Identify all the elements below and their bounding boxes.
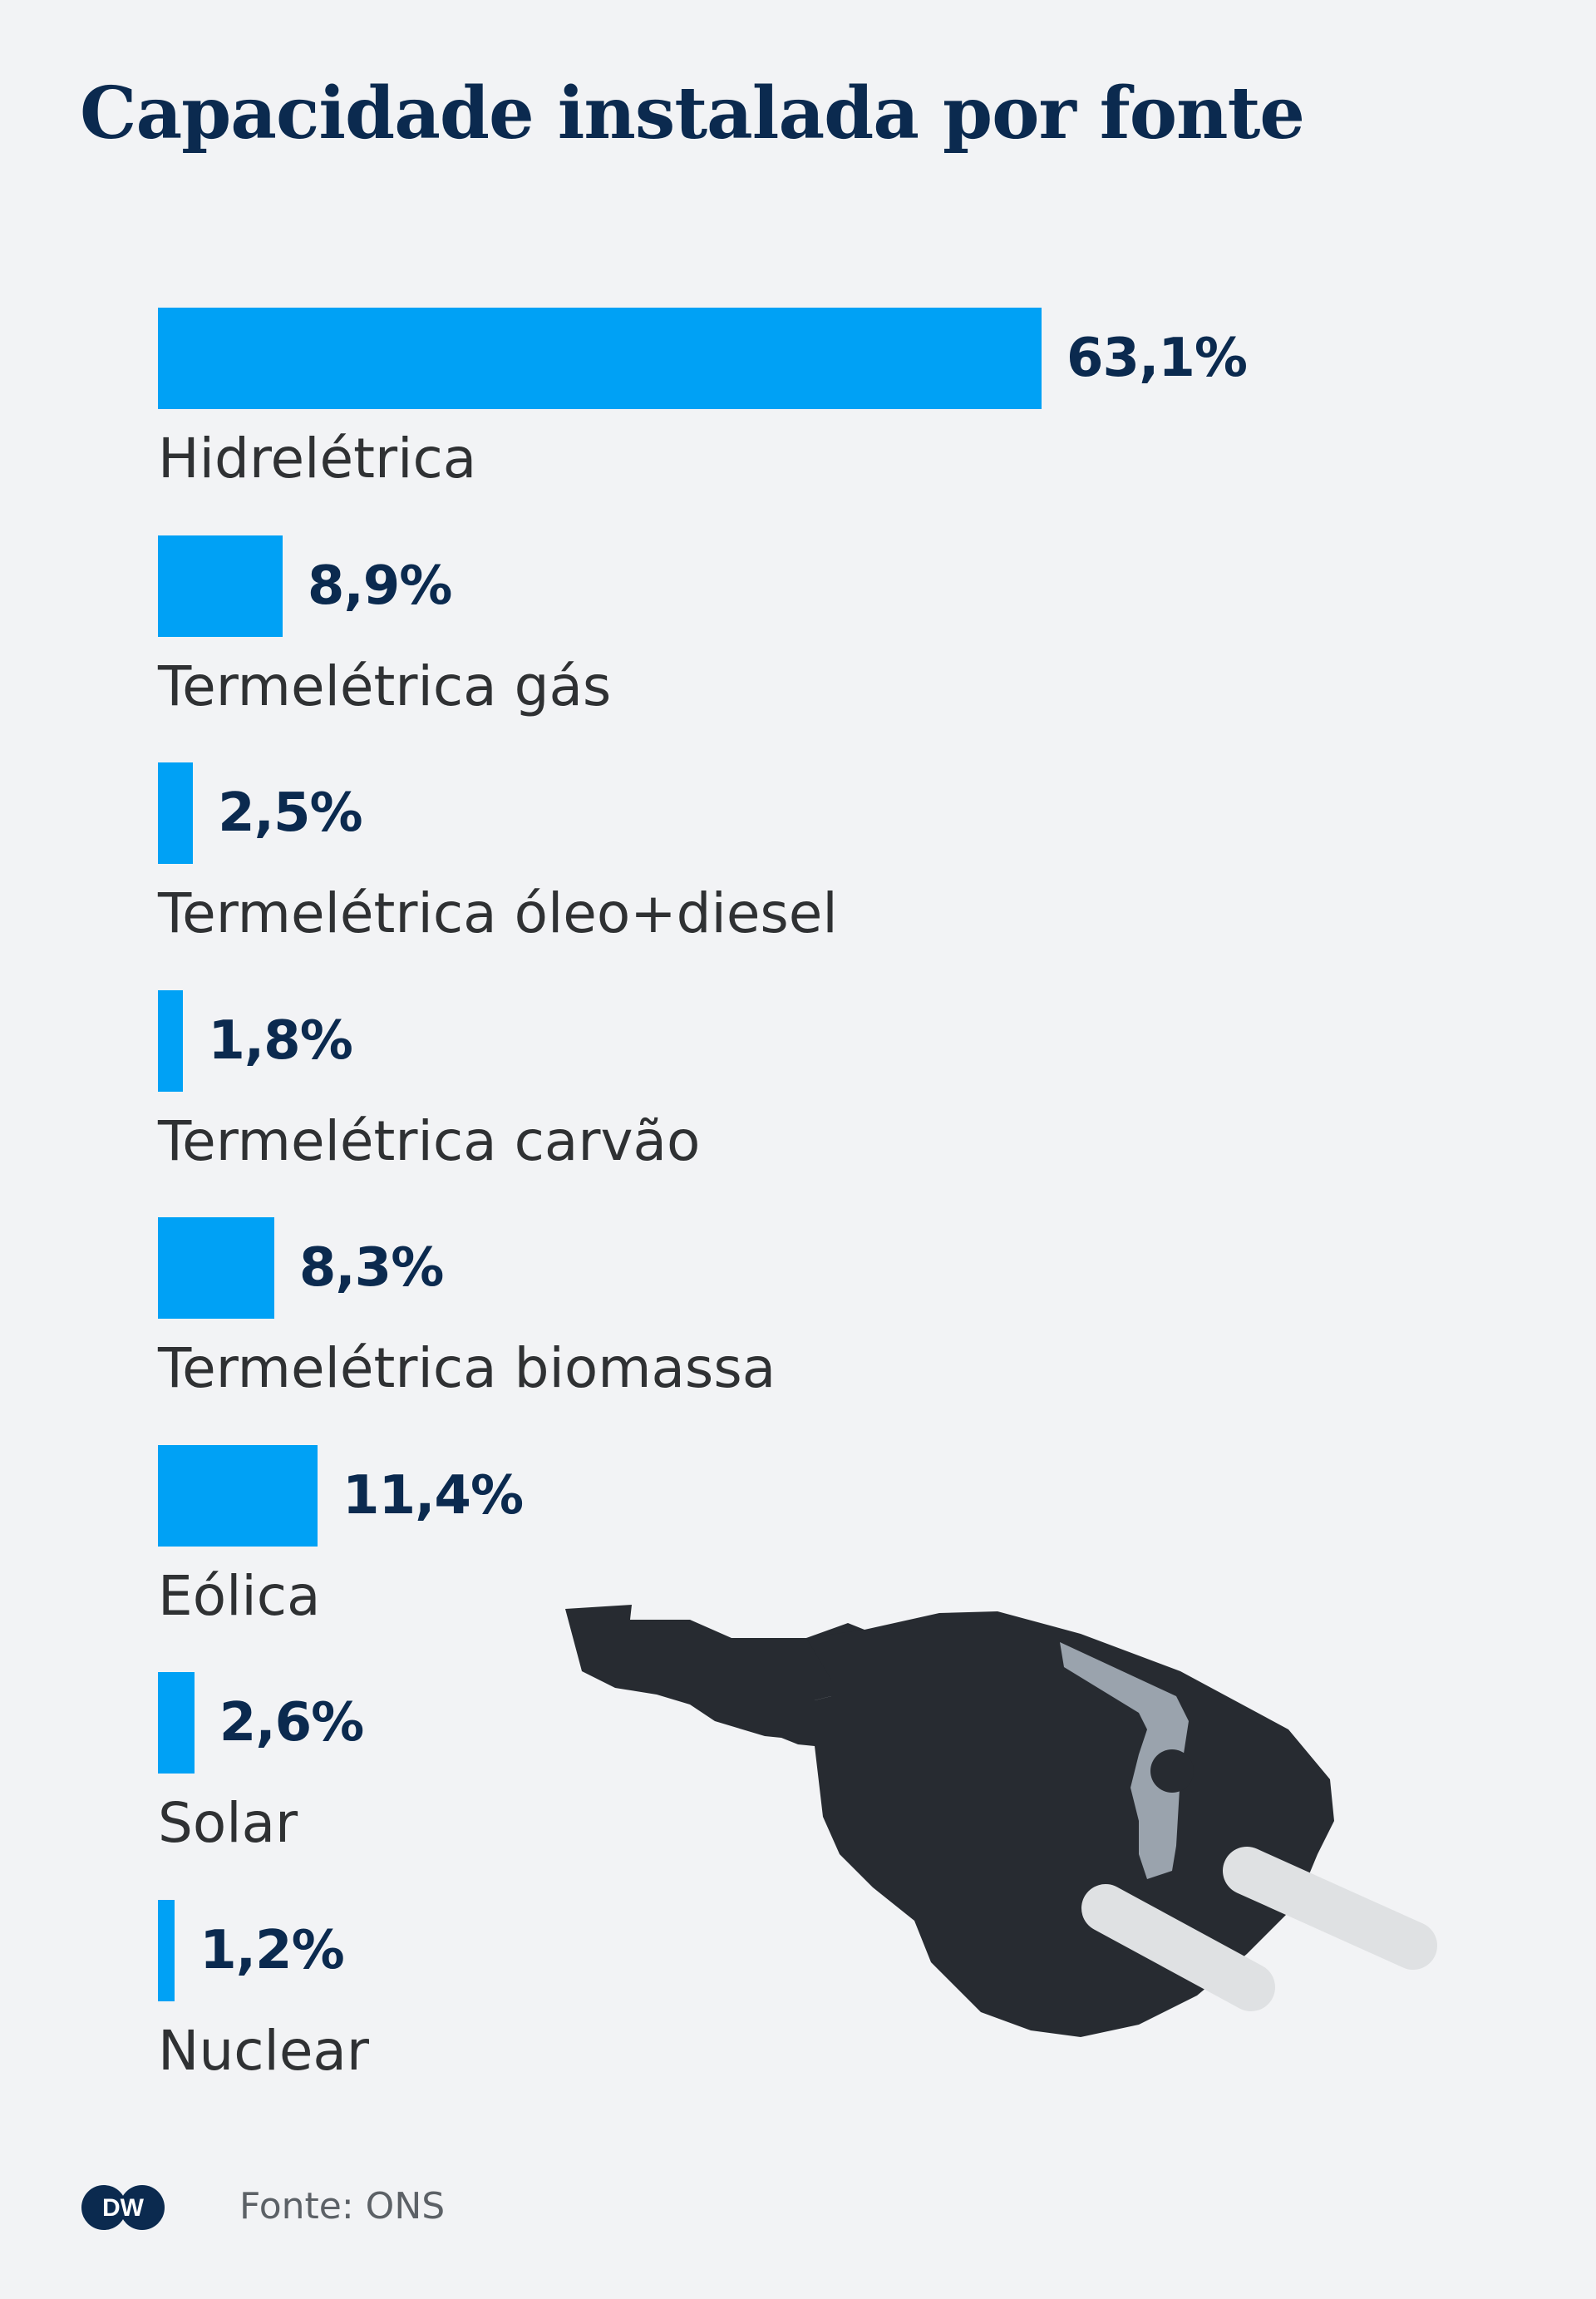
- chart-title: Capacidade instalada por fonte: [80, 72, 1305, 155]
- bar: [158, 1444, 318, 1547]
- value-label: 1,8%: [208, 1009, 352, 1072]
- bar: [158, 1672, 195, 1774]
- bar: [158, 1217, 274, 1319]
- category-label: Termelétrica carvão: [158, 1108, 701, 1173]
- value-label: 8,3%: [298, 1237, 444, 1299]
- category-label: Hidrelétrica: [158, 427, 477, 491]
- value-label: 2,5%: [218, 782, 362, 844]
- category-label: Nuclear: [158, 2018, 370, 2083]
- value-label: 1,2%: [200, 1919, 344, 1981]
- power-plug-icon: [565, 1605, 1437, 2037]
- value-label: 63,1%: [1066, 328, 1248, 389]
- dw-logo-text: DW: [102, 2194, 145, 2222]
- dw-logo-icon: DW: [81, 2185, 165, 2230]
- bar: [158, 535, 283, 637]
- category-label: Solar: [158, 1791, 298, 1855]
- category-label: Termelétrica gás: [158, 654, 612, 718]
- source-note: Fonte: ONS: [239, 2185, 446, 2227]
- category-label: Eólica: [158, 1563, 321, 1628]
- bar: [158, 762, 194, 864]
- bar: [158, 989, 184, 1092]
- category-label: Termelétrica biomassa: [158, 1336, 776, 1400]
- value-label: 11,4%: [342, 1464, 524, 1527]
- bar: [158, 1899, 175, 2001]
- category-label: Termelétrica óleo+diesel: [158, 881, 838, 945]
- bar: [158, 308, 1042, 409]
- value-label: 2,6%: [219, 1692, 364, 1754]
- value-label: 8,9%: [307, 555, 452, 617]
